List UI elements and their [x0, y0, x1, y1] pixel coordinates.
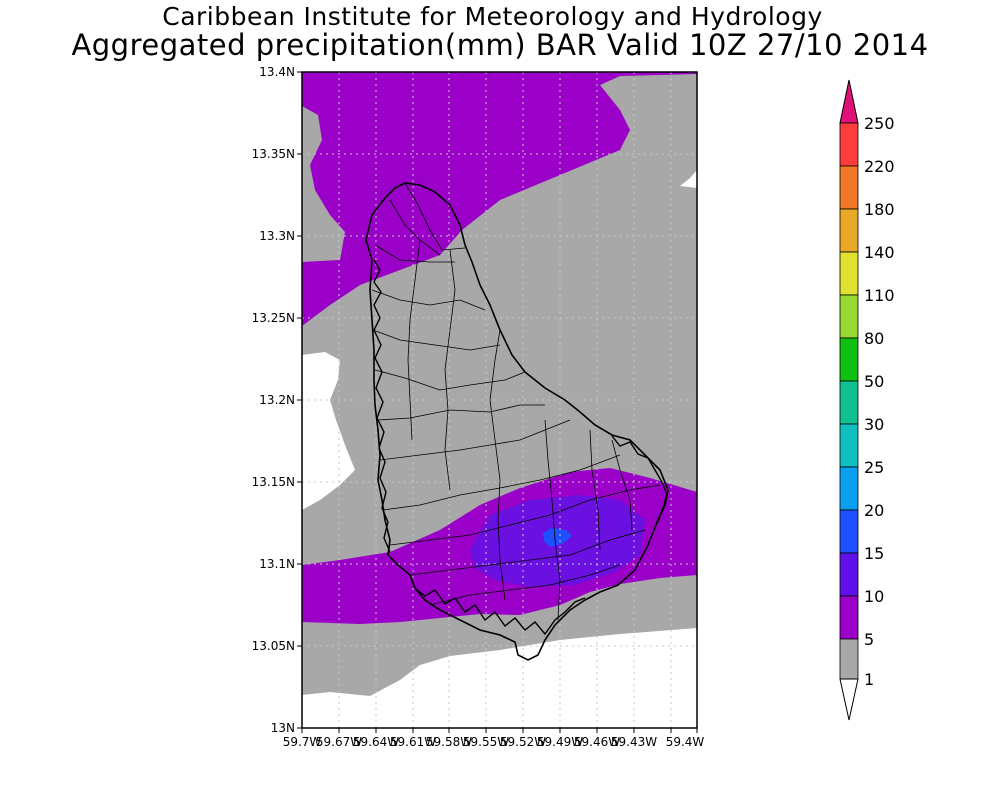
lon-label: 59.58W: [426, 735, 472, 749]
colorbar-swatch: [839, 423, 859, 468]
lat-label: 13.4N: [259, 65, 295, 79]
colorbar-label: 80: [864, 329, 884, 348]
colorbar-swatch: [839, 294, 859, 339]
precip-below-1-south: [302, 628, 697, 728]
colorbar-arrow-top: [839, 79, 859, 124]
lat-label: 13.05N: [252, 639, 295, 653]
colorbar-swatch: [839, 380, 859, 425]
colorbar-swatch: [839, 165, 859, 210]
longitude-axis: 59.7W 59.67W 59.64W 59.61W 59.58W 59.55W…: [283, 728, 705, 749]
lon-label: 59.64W: [353, 735, 399, 749]
lon-label: 59.67W: [316, 735, 362, 749]
colorbar-swatch: [839, 208, 859, 253]
colorbar-label: 50: [864, 372, 884, 391]
colorbar-swatch: [839, 337, 859, 382]
lon-label: 59.4W: [666, 735, 705, 749]
colorbar-label: 10: [864, 587, 884, 606]
colorbar-label: 20: [864, 501, 884, 520]
colorbar-label: 250: [864, 114, 895, 133]
lat-label: 13.35N: [252, 147, 295, 161]
lon-label: 59.55W: [463, 735, 509, 749]
lon-label: 59.49W: [537, 735, 583, 749]
barbados-outline: [365, 182, 669, 661]
latitude-axis: 13.4N 13.35N 13.3N 13.25N 13.2N 13.15N 1…: [252, 65, 302, 735]
colorbar-label: 1: [864, 670, 874, 689]
lat-label: 13.25N: [252, 311, 295, 325]
colorbar-swatch: [839, 251, 859, 296]
title-line-1: Caribbean Institute for Meteorology and …: [162, 2, 823, 31]
colorbar-label: 140: [864, 243, 895, 262]
colorbar-swatch: [839, 595, 859, 640]
precip-below-1-west: [302, 352, 355, 510]
precip-below-1-northeast: [680, 170, 697, 188]
colorbar-label: 220: [864, 157, 895, 176]
lon-label: 59.46W: [574, 735, 620, 749]
lat-label: 13.15N: [252, 475, 295, 489]
colorbar: 250 220 180 140 110 80 50 30 25 20 15 10…: [839, 79, 895, 721]
colorbar-label: 110: [864, 286, 895, 305]
colorbar-swatch: [839, 638, 859, 680]
title-line-2: Aggregated precipitation(mm) BAR Valid 1…: [71, 28, 929, 62]
lat-label: 13N: [271, 721, 295, 735]
colorbar-label: 15: [864, 544, 884, 563]
colorbar-label: 30: [864, 415, 884, 434]
colorbar-arrow-bottom: [839, 678, 859, 721]
colorbar-label: 25: [864, 458, 884, 477]
lon-label: 59.7W: [283, 735, 322, 749]
lat-label: 13.3N: [259, 229, 295, 243]
precip-field: [302, 72, 697, 728]
lon-label: 59.52W: [500, 735, 546, 749]
colorbar-swatch: [839, 466, 859, 511]
lat-label: 13.2N: [259, 393, 295, 407]
precip-15-20: [543, 528, 572, 547]
lon-label: 59.61W: [390, 735, 436, 749]
lon-label: 59.43W: [611, 735, 657, 749]
colorbar-swatch: [839, 509, 859, 554]
colorbar-label: 5: [864, 630, 874, 649]
colorbar-label: 180: [864, 200, 895, 219]
colorbar-swatch: [839, 552, 859, 597]
lat-label: 13.1N: [259, 557, 295, 571]
colorbar-swatch: [839, 122, 859, 167]
precip-5-10-north: [302, 72, 697, 326]
